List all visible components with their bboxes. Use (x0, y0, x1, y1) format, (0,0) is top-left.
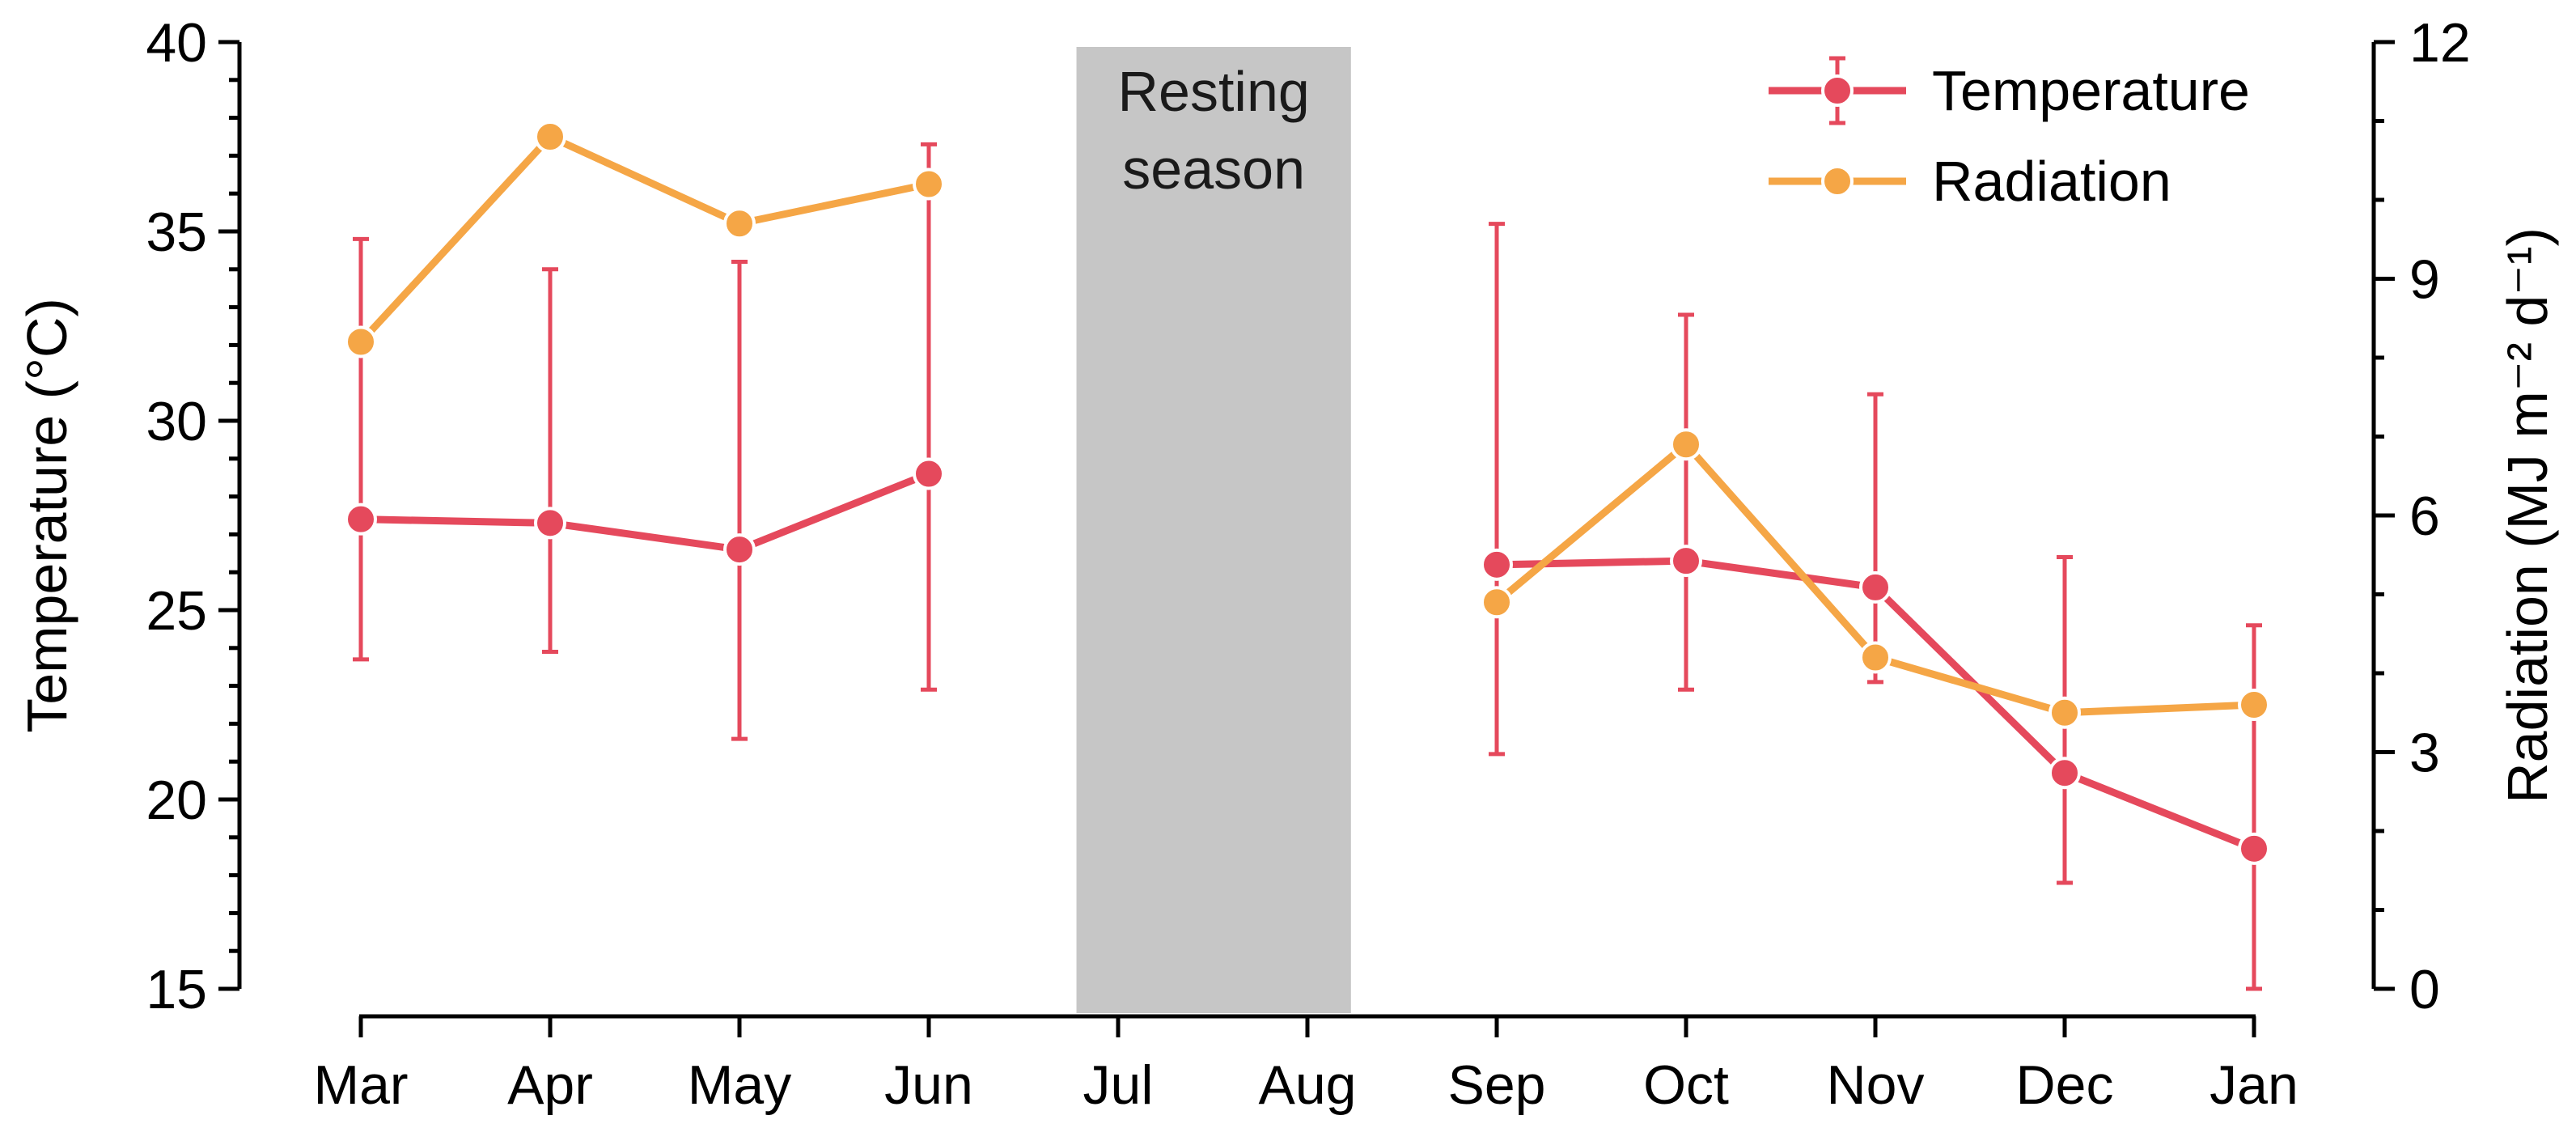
left-axis-tick-label: 20 (146, 770, 207, 831)
legend-marker (1821, 165, 1854, 197)
series-line-temperature (360, 470, 930, 553)
right-axis-tick-label: 3 (2409, 723, 2440, 784)
right-axis-tick-label: 12 (2409, 12, 2471, 74)
legend: Temperature Radiation (1769, 56, 2250, 213)
right-axis-tick-label: 6 (2409, 486, 2440, 547)
x-axis-tick-label: Oct (1643, 1054, 1729, 1116)
point-temperature-mar (345, 503, 377, 536)
point-temperature-may (723, 533, 756, 566)
series-temperature (345, 142, 2270, 991)
left-axis-tick-label: 15 (146, 959, 207, 1020)
x-axis-tick-label: Jun (884, 1054, 973, 1116)
point-temperature-jun (913, 457, 945, 490)
x-axis-tick-label: Nov (1827, 1054, 1925, 1116)
left-axis-title: Temperature (°C) (15, 298, 78, 733)
resting-season-label-line1: Resting (1117, 60, 1309, 123)
x-axis-tick-label: Dec (2016, 1054, 2114, 1116)
point-radiation-dec (2049, 696, 2081, 729)
point-radiation-sep (1481, 586, 1513, 619)
point-temperature-oct (1670, 545, 1702, 578)
right-axis-tick-label: 0 (2409, 959, 2440, 1020)
x-axis-tick-label: Jan (2210, 1054, 2298, 1116)
legend-entry-temperature: Temperature (1769, 56, 2250, 125)
resting-season-layer: Resting season (1076, 47, 1351, 1013)
point-temperature-apr (534, 507, 566, 540)
point-temperature-nov (1859, 570, 1892, 604)
point-radiation-oct (1670, 428, 1702, 461)
right-axis-tick-label: 9 (2409, 249, 2440, 311)
x-axis-tick-label: Mar (313, 1054, 408, 1116)
series-radiation (345, 121, 2270, 729)
right-axis-title: Radiation (MJ m⁻² d⁻¹) (2496, 227, 2559, 804)
point-temperature-jan (2238, 832, 2270, 865)
series-line-radiation (358, 133, 930, 345)
x-axis-tick-label: Apr (507, 1054, 593, 1116)
legend-entry-radiation: Radiation (1769, 150, 2171, 213)
resting-season-band (1076, 47, 1351, 1013)
x-axis-tick-label: Sep (1448, 1054, 1546, 1116)
x-axis-tick-label: May (688, 1054, 791, 1116)
point-radiation-jun (913, 168, 945, 201)
point-radiation-jan (2238, 689, 2270, 721)
left-axis-tick-label: 40 (146, 12, 207, 74)
left-axis-tick-label: 25 (146, 580, 207, 642)
point-radiation-may (723, 207, 756, 240)
left-axis-tick-label: 30 (146, 391, 207, 452)
axes-layer: 15 20 25 30 35 40 Temperature (°C) 0 3 6 9 12 Radiat… (15, 12, 2559, 1116)
x-axis-tick-label: Aug (1259, 1054, 1357, 1116)
legend-label: Radiation (1932, 150, 2171, 213)
point-temperature-sep (1481, 548, 1513, 581)
point-radiation-apr (534, 121, 566, 153)
series-layer (345, 121, 2270, 991)
left-axis-tick-label: 35 (146, 201, 207, 263)
point-radiation-nov (1859, 641, 1892, 674)
point-temperature-dec (2049, 757, 2081, 790)
x-axis-tick-label: Jul (1083, 1054, 1154, 1116)
point-radiation-mar (345, 325, 377, 358)
legend-marker (1821, 74, 1854, 107)
resting-season-label-line2: season (1122, 138, 1305, 201)
legend-label: Temperature (1932, 59, 2250, 122)
